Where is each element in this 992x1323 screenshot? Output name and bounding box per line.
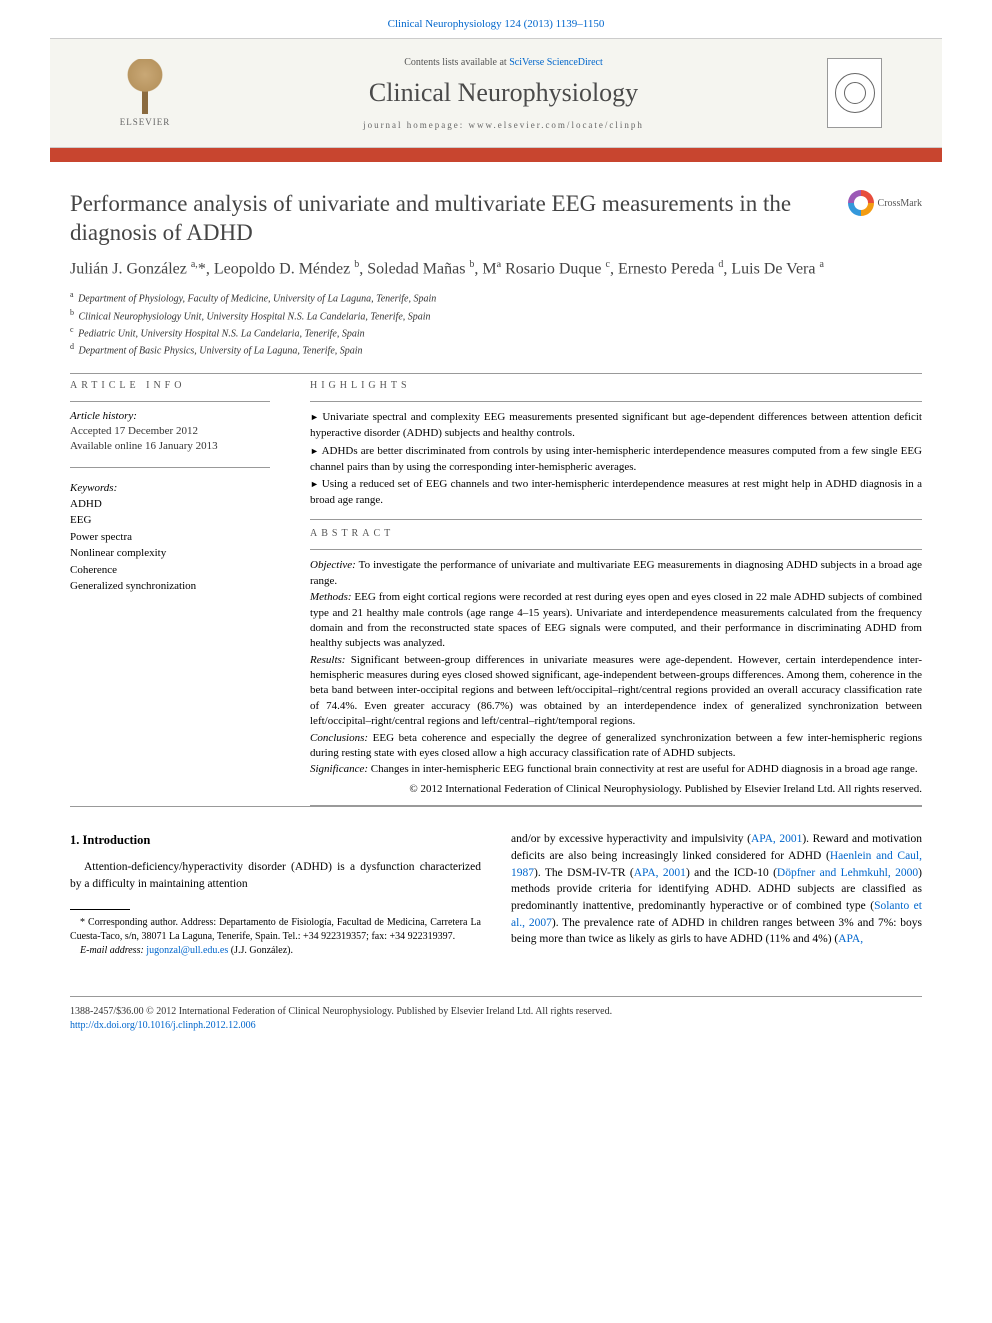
highlight-item: ► ADHDs are better discriminated from co…: [310, 444, 922, 476]
keyword: Nonlinear complexity: [70, 545, 270, 562]
methods-text: EEG from eight cortical regions were rec…: [310, 591, 922, 649]
affiliation: b Clinical Neurophysiology Unit, Univers…: [70, 307, 922, 324]
citation: Clinical Neurophysiology 124 (2013) 1139…: [388, 18, 605, 30]
sciencedirect-link[interactable]: SciVerse ScienceDirect: [509, 57, 603, 68]
footnote-rule: [70, 909, 130, 910]
methods-label: Methods:: [310, 591, 352, 603]
results-label: Results:: [310, 654, 345, 666]
journal-cover-icon: [827, 58, 882, 128]
journal-banner: ELSEVIER Contents lists available at Sci…: [50, 38, 942, 148]
red-divider: [50, 148, 942, 162]
email-name: (J.J. González).: [228, 945, 293, 956]
affiliation: c Pediatric Unit, University Hospital N.…: [70, 324, 922, 341]
banner-center: Contents lists available at SciVerse Sci…: [180, 57, 827, 130]
history-label: Article history:: [70, 410, 270, 422]
abstract-copyright: © 2012 International Federation of Clini…: [310, 782, 922, 797]
keywords-list: ADHDEEGPower spectraNonlinear complexity…: [70, 496, 270, 595]
abstract-text: Objective: To investigate the performanc…: [310, 558, 922, 797]
running-header: Clinical Neurophysiology 124 (2013) 1139…: [0, 0, 992, 38]
section-heading: 1. Introduction: [70, 831, 481, 849]
abstract-label: ABSTRACT: [310, 528, 922, 539]
keyword: Power spectra: [70, 529, 270, 546]
divider: [70, 373, 922, 374]
keyword: Generalized synchronization: [70, 578, 270, 595]
crossmark-badge[interactable]: CrossMark: [848, 190, 922, 216]
crossmark-label: CrossMark: [878, 198, 922, 209]
ref-link[interactable]: APA, 2001: [634, 867, 686, 879]
footer-copyright: 1388-2457/$36.00 © 2012 International Fe…: [70, 1005, 922, 1019]
affiliations: a Department of Physiology, Faculty of M…: [70, 289, 922, 358]
keywords-label: Keywords:: [70, 482, 270, 494]
keyword: Coherence: [70, 562, 270, 579]
authors: Julián J. González a,*, Leopoldo D. Ménd…: [70, 258, 922, 280]
significance-label: Significance:: [310, 763, 368, 775]
conclusions-text: EEG beta coherence and especially the de…: [310, 732, 922, 759]
affiliation: d Department of Basic Physics, Universit…: [70, 341, 922, 358]
column-right: and/or by excessive hyperactivity and im…: [511, 831, 922, 957]
objective-label: Objective:: [310, 559, 356, 571]
journal-homepage: journal homepage: www.elsevier.com/locat…: [180, 120, 827, 130]
highlights-label: HIGHLIGHTS: [310, 380, 922, 391]
significance-text: Changes in inter-hemispheric EEG functio…: [368, 763, 918, 775]
highlights-list: ► Univariate spectral and complexity EEG…: [310, 410, 922, 510]
page-footer: 1388-2457/$36.00 © 2012 International Fe…: [70, 996, 922, 1057]
column-left: 1. Introduction Attention-deficiency/hyp…: [70, 831, 481, 957]
doi-link[interactable]: http://dx.doi.org/10.1016/j.clinph.2012.…: [70, 1020, 256, 1031]
journal-name: Clinical Neurophysiology: [180, 78, 827, 108]
affiliation: a Department of Physiology, Faculty of M…: [70, 289, 922, 306]
contents-line: Contents lists available at SciVerse Sci…: [180, 57, 827, 68]
online-date: Available online 16 January 2013: [70, 439, 270, 454]
ref-link[interactable]: APA, 2001: [751, 833, 802, 845]
conclusions-label: Conclusions:: [310, 732, 368, 744]
email-footnote: E-mail address: jugonzal@ull.edu.es (J.J…: [70, 944, 481, 958]
email-link[interactable]: jugonzal@ull.edu.es: [146, 945, 228, 956]
elsevier-logo: ELSEVIER: [110, 53, 180, 133]
body-columns: 1. Introduction Attention-deficiency/hyp…: [70, 831, 922, 957]
keyword: EEG: [70, 512, 270, 529]
article-body: Performance analysis of univariate and m…: [0, 162, 992, 978]
keyword: ADHD: [70, 496, 270, 513]
corresponding-footnote: * Corresponding author. Address: Departa…: [70, 916, 481, 944]
highlight-item: ► Using a reduced set of EEG channels an…: [310, 477, 922, 509]
highlight-item: ► Univariate spectral and complexity EEG…: [310, 410, 922, 442]
intro-para-right: and/or by excessive hyperactivity and im…: [511, 831, 922, 948]
elsevier-tree-icon: [115, 59, 175, 114]
article-title: Performance analysis of univariate and m…: [70, 190, 828, 248]
crossmark-icon: [848, 190, 874, 216]
article-info-label: ARTICLE INFO: [70, 380, 270, 391]
objective-text: To investigate the performance of univar…: [310, 559, 922, 586]
accepted-date: Accepted 17 December 2012: [70, 424, 270, 439]
intro-para-left: Attention-deficiency/hyperactivity disor…: [70, 859, 481, 892]
article-info-column: ARTICLE INFO Article history: Accepted 1…: [70, 380, 270, 806]
results-text: Significant between-group differences in…: [310, 654, 922, 728]
highlights-abstract-column: HIGHLIGHTS ► Univariate spectral and com…: [310, 380, 922, 806]
ref-link[interactable]: Döpfner and Lehmkuhl, 2000: [777, 867, 918, 879]
ref-link[interactable]: APA,: [838, 933, 863, 945]
elsevier-label: ELSEVIER: [120, 117, 171, 127]
email-label: E-mail address:: [80, 945, 144, 956]
